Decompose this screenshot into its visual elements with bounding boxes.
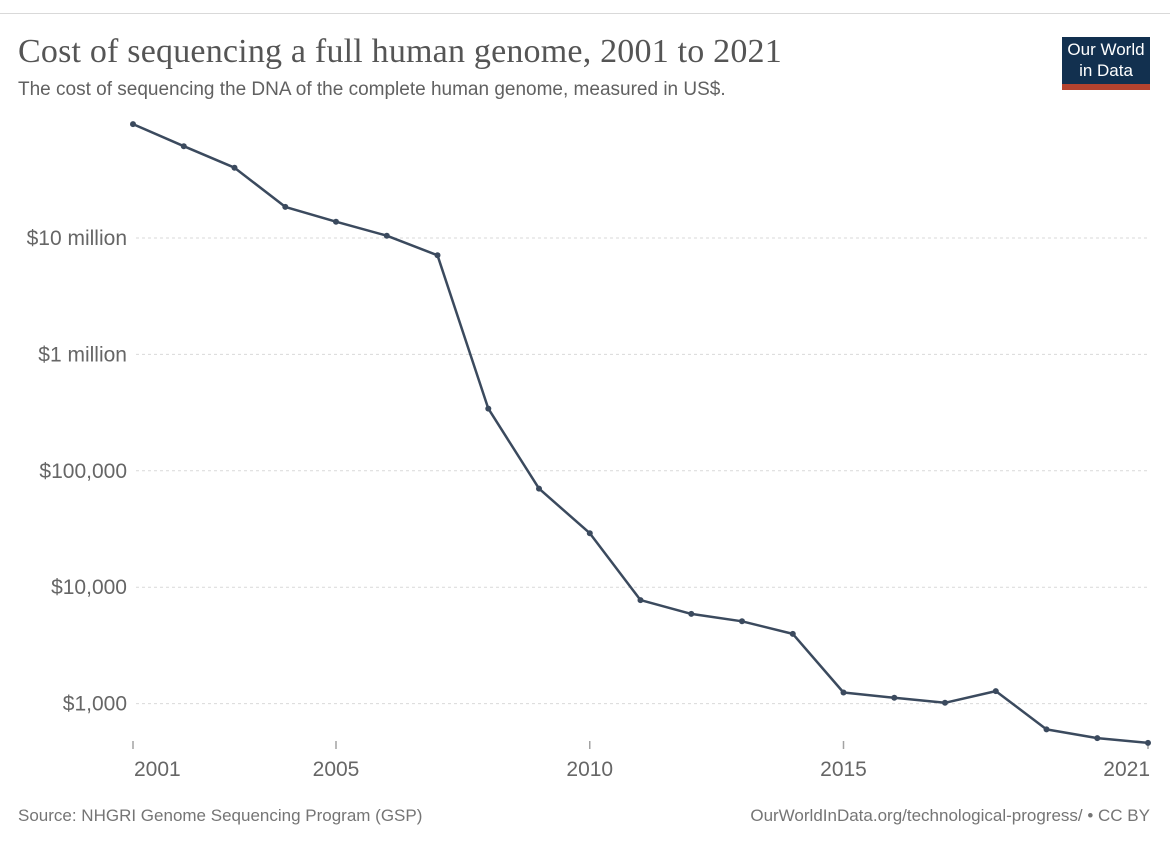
data-point-2011[interactable] (637, 597, 644, 604)
x-axis-tick-label: 2015 (820, 758, 867, 781)
y-axis-tick-label: $100,000 (39, 460, 127, 483)
data-point-2008[interactable] (485, 405, 492, 412)
data-point-2005[interactable] (333, 218, 339, 225)
data-point-2016[interactable] (891, 694, 898, 701)
y-axis-tick-label: $10 million (27, 227, 127, 250)
data-point-2003[interactable] (231, 164, 238, 171)
chart-subtitle: The cost of sequencing the DNA of the co… (18, 79, 726, 100)
data-point-2009[interactable] (536, 485, 542, 492)
y-axis-tick-label: $1,000 (63, 693, 127, 716)
data-point-2002[interactable] (180, 143, 187, 150)
data-point-2014[interactable] (789, 630, 796, 637)
data-point-2001[interactable] (130, 121, 136, 128)
cost-line[interactable] (131, 122, 1150, 745)
owid-logo: Our World in Data (1062, 37, 1150, 90)
owid-logo-line2: in Data (1079, 61, 1133, 80)
data-point-2015[interactable] (840, 689, 847, 696)
x-axis-tick-label: 2001 (134, 758, 181, 781)
x-axis-tick-label: 2005 (313, 758, 360, 781)
data-point-2012[interactable] (688, 610, 695, 617)
x-axis-tick-label: 2010 (566, 758, 613, 781)
data-point-2021[interactable] (1145, 739, 1151, 746)
y-axis-tick-label: $1 million (38, 343, 127, 366)
data-point-2013[interactable] (739, 618, 745, 625)
data-point-2007[interactable] (434, 252, 441, 259)
chart-title: Cost of sequencing a full human genome, … (18, 33, 782, 70)
data-point-2010[interactable] (586, 530, 593, 537)
top-divider (0, 13, 1170, 14)
data-point-2004[interactable] (282, 203, 289, 210)
data-point-2018[interactable] (992, 688, 999, 695)
owid-logo-line1: Our World (1067, 40, 1145, 59)
x-axis-tick-label: 2021 (1103, 758, 1150, 781)
source-note: Source: NHGRI Genome Sequencing Program … (18, 806, 423, 825)
data-point-2020[interactable] (1094, 735, 1101, 742)
license-note: OurWorldInData.org/technological-progres… (750, 806, 1150, 825)
data-point-2019[interactable] (1043, 726, 1050, 733)
data-point-2017[interactable] (942, 699, 948, 706)
data-point-2006[interactable] (383, 232, 390, 239)
y-axis-tick-label: $10,000 (51, 576, 127, 599)
